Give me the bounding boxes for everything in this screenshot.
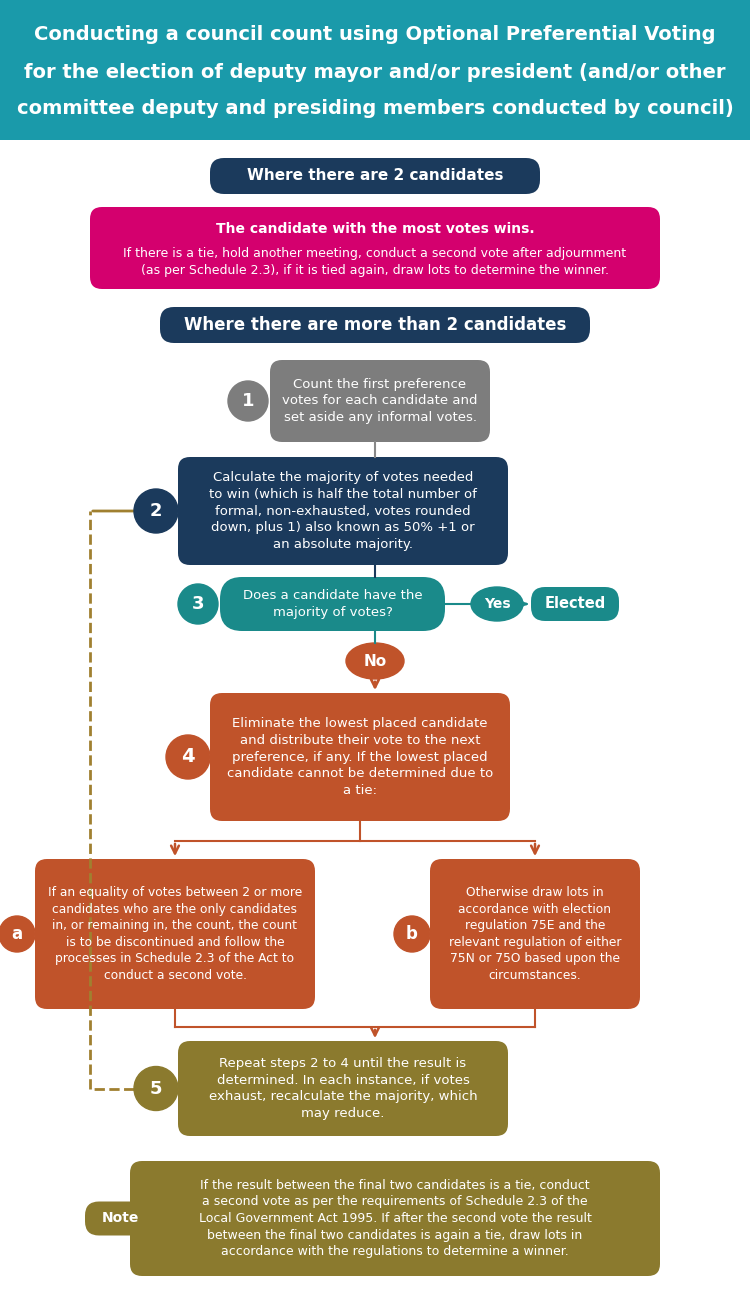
Text: Conducting a council count using Optional Preferential Voting: Conducting a council count using Optiona… [34,26,715,44]
Circle shape [394,916,430,952]
FancyBboxPatch shape [531,588,619,621]
Text: The candidate with the most votes wins.: The candidate with the most votes wins. [216,222,534,237]
FancyBboxPatch shape [210,159,540,194]
Circle shape [166,734,210,779]
FancyBboxPatch shape [430,859,640,1009]
Ellipse shape [346,644,404,679]
Text: Calculate the majority of votes needed
to win (which is half the total number of: Calculate the majority of votes needed t… [209,471,477,551]
Text: Eliminate the lowest placed candidate
and distribute their vote to the next
pref: Eliminate the lowest placed candidate an… [226,716,494,797]
Text: 2: 2 [150,502,162,520]
Text: Otherwise draw lots in
accordance with election
regulation 75E and the
relevant : Otherwise draw lots in accordance with e… [448,887,621,982]
FancyBboxPatch shape [85,1201,155,1235]
FancyBboxPatch shape [270,360,490,442]
Text: Count the first preference
votes for each candidate and
set aside any informal v: Count the first preference votes for eac… [282,378,478,424]
FancyBboxPatch shape [90,207,660,289]
Text: If an equality of votes between 2 or more
candidates who are the only candidates: If an equality of votes between 2 or mor… [48,887,302,982]
Text: b: b [406,926,418,942]
FancyBboxPatch shape [178,458,508,566]
Circle shape [228,381,268,421]
Text: 5: 5 [150,1079,162,1097]
Text: If the result between the final two candidates is a tie, conduct
a second vote a: If the result between the final two cand… [199,1179,592,1258]
FancyBboxPatch shape [160,307,590,343]
Text: 1: 1 [242,393,254,410]
Text: committee deputy and presiding members conducted by council): committee deputy and presiding members c… [16,100,734,118]
Circle shape [134,1066,178,1110]
Circle shape [134,489,178,533]
Text: Elected: Elected [544,597,606,611]
Text: a: a [11,926,22,942]
FancyBboxPatch shape [220,577,445,630]
Text: No: No [364,654,386,668]
Circle shape [0,916,35,952]
Text: 4: 4 [182,747,195,767]
Text: If there is a tie, hold another meeting, conduct a second vote after adjournment: If there is a tie, hold another meeting,… [124,247,626,277]
Ellipse shape [471,588,523,621]
FancyBboxPatch shape [35,859,315,1009]
FancyBboxPatch shape [0,0,750,140]
Text: 3: 3 [192,595,204,614]
FancyBboxPatch shape [178,1041,508,1136]
Text: Where there are 2 candidates: Where there are 2 candidates [247,169,503,183]
Text: Does a candidate have the
majority of votes?: Does a candidate have the majority of vo… [243,589,422,619]
Text: Repeat steps 2 to 4 until the result is
determined. In each instance, if votes
e: Repeat steps 2 to 4 until the result is … [209,1057,477,1121]
Text: Yes: Yes [484,597,510,611]
Text: for the election of deputy mayor and/or president (and/or other: for the election of deputy mayor and/or … [24,62,726,82]
FancyBboxPatch shape [210,693,510,822]
FancyBboxPatch shape [130,1161,660,1277]
Circle shape [178,584,218,624]
Text: Where there are more than 2 candidates: Where there are more than 2 candidates [184,316,566,334]
Text: Note: Note [101,1212,139,1226]
